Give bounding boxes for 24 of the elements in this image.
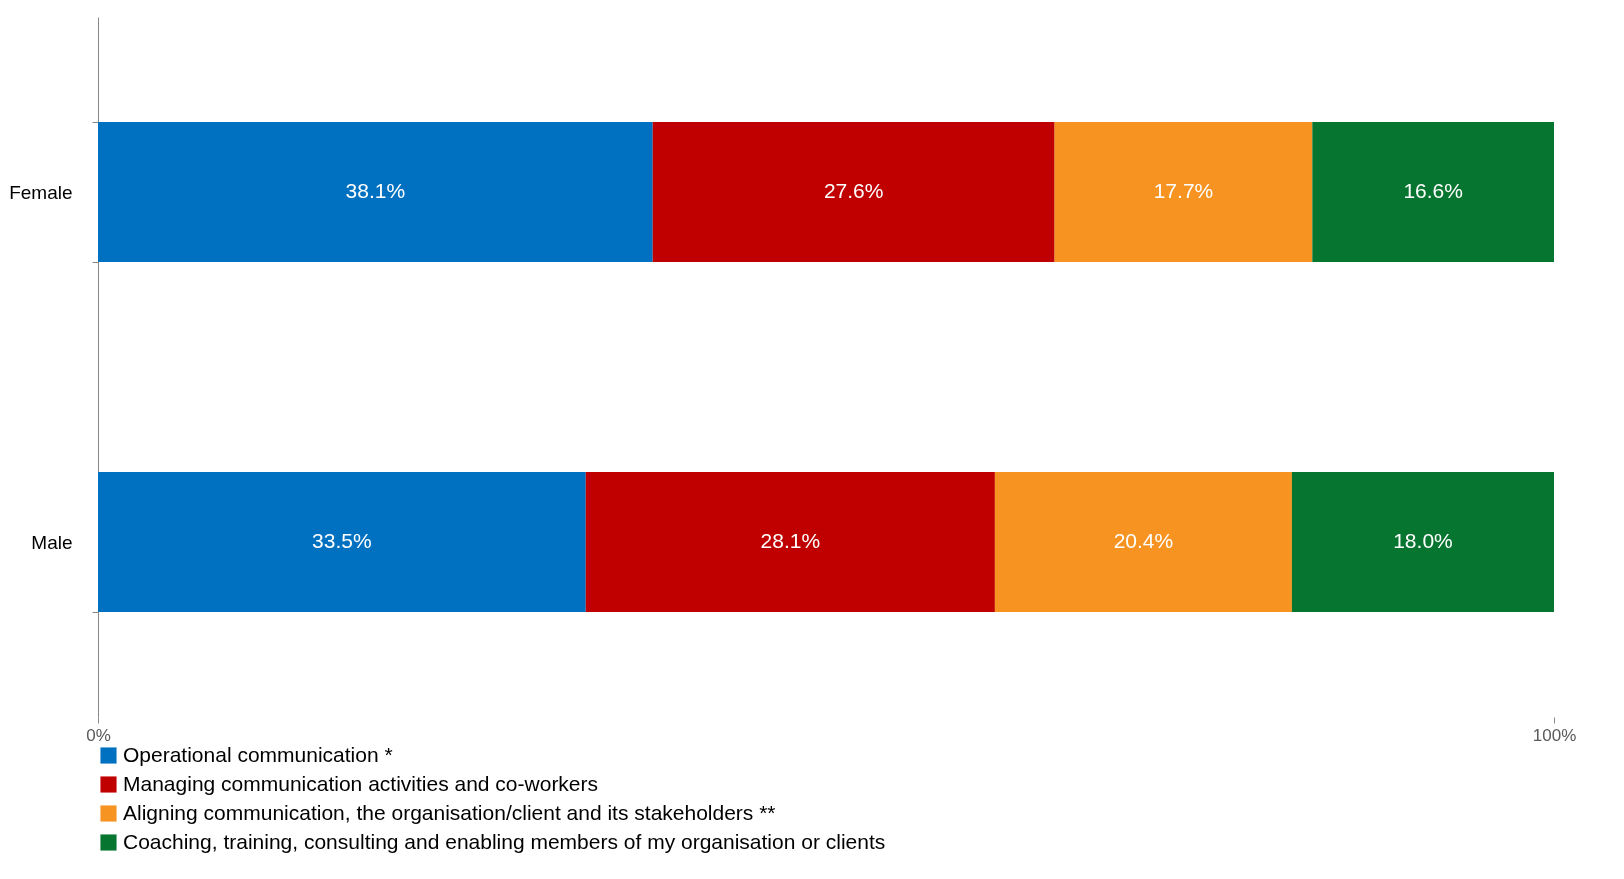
legend-label: Managing communication activities and co-workers	[123, 771, 599, 795]
data-label: 18.0%	[1393, 529, 1453, 552]
data-label: 27.6%	[823, 179, 884, 202]
y-tick-label: Female	[9, 181, 73, 203]
legend-label: Coaching, training, consulting and enabling members of my organisation or clients	[123, 829, 886, 853]
data-label: 38.1%	[345, 179, 406, 202]
legend-label: Aligning communication, the organisation/client and its stakeholders **	[123, 800, 776, 824]
bar	[585, 472, 995, 612]
data-label: 33.5%	[312, 529, 372, 552]
bar	[994, 472, 1292, 612]
bar	[98, 472, 586, 612]
data-label: 17.7%	[1153, 179, 1214, 202]
bar	[98, 122, 653, 262]
x-tick-label: 0%	[86, 725, 111, 745]
y-tick-label: Male	[31, 531, 73, 553]
bar	[1312, 122, 1554, 262]
bar	[1291, 472, 1554, 612]
legend-label: Operational communication *	[123, 742, 393, 766]
x-tick-label: 100%	[1532, 725, 1577, 745]
data-label: 20.4%	[1113, 529, 1174, 552]
data-label: 28.1%	[760, 529, 821, 552]
bar	[1054, 122, 1313, 262]
bar	[652, 122, 1055, 262]
data-label: 16.6%	[1403, 179, 1463, 202]
